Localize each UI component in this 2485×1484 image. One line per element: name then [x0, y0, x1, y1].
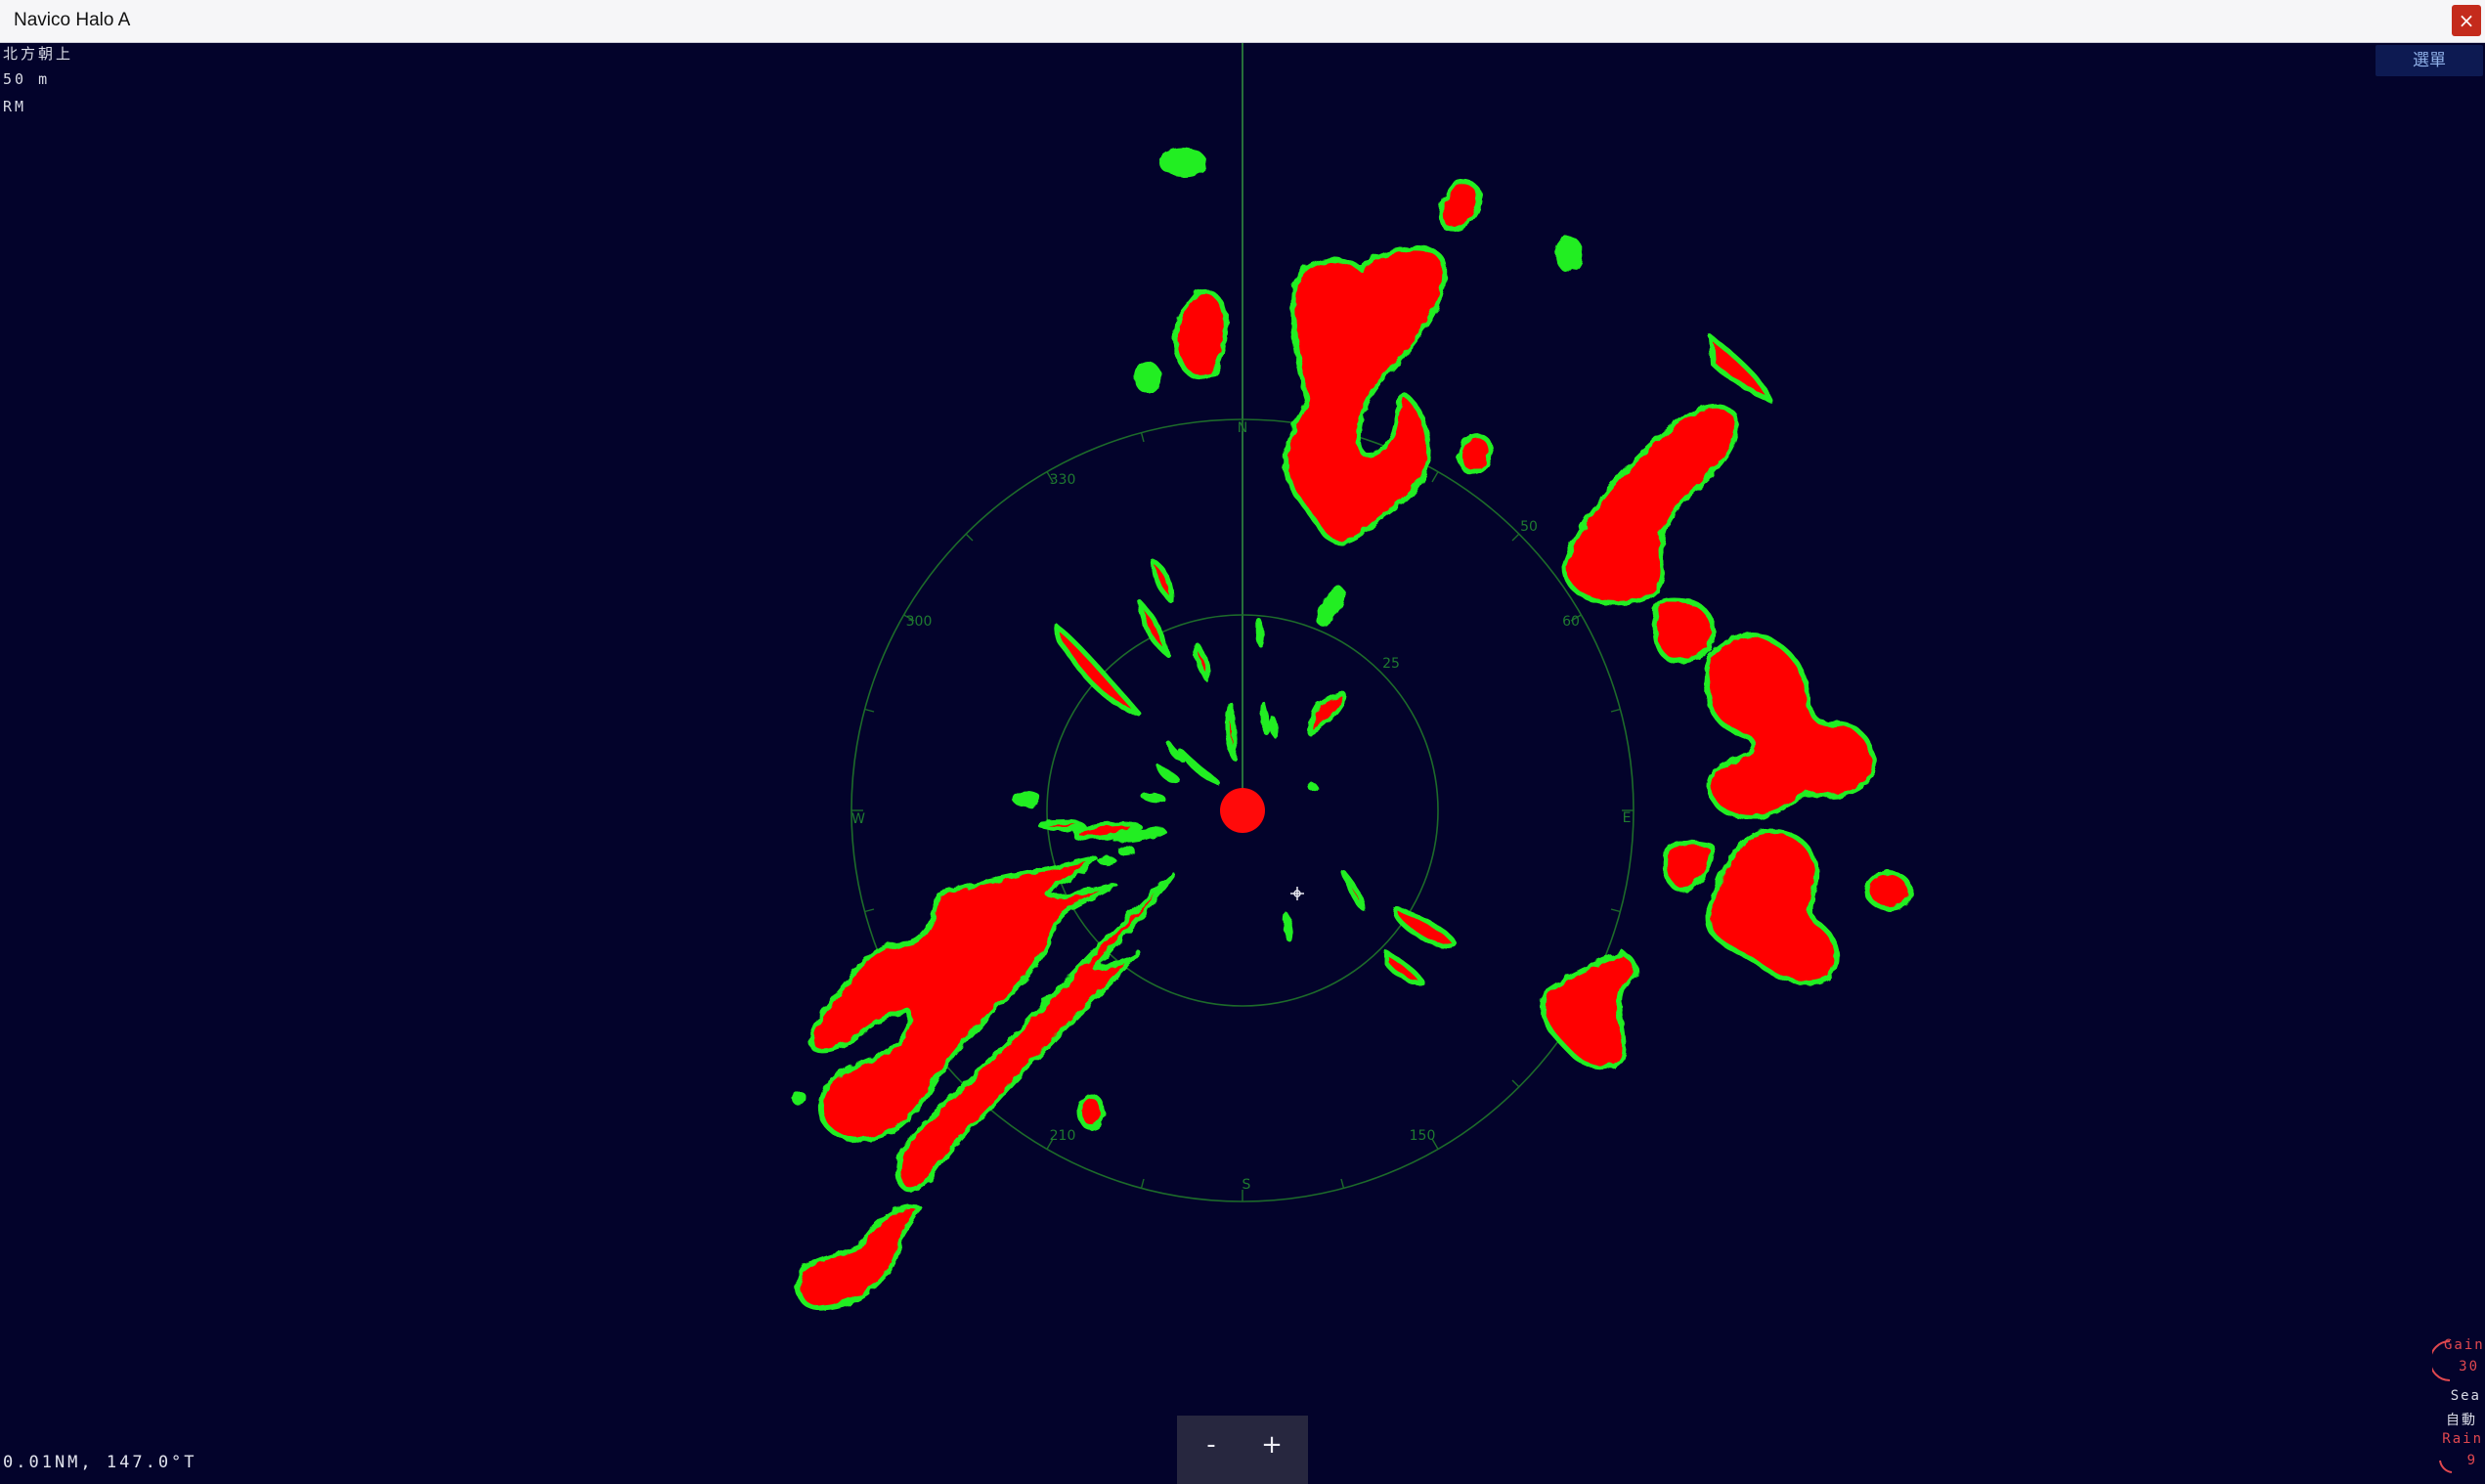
radar-echoes: [791, 148, 1913, 1311]
rain-label[interactable]: Rain: [2442, 1431, 2483, 1447]
gain-label[interactable]: Gain: [2444, 1337, 2485, 1353]
range-label[interactable]: 50 m: [3, 70, 51, 88]
bearing-label-s: S: [1242, 1177, 1251, 1193]
range-ring-inner: [1046, 614, 1439, 1007]
sea-value[interactable]: 自動: [2446, 1413, 2477, 1428]
bearing-label-330: 330: [1050, 472, 1076, 488]
orientation-label[interactable]: 北方朝上: [3, 45, 74, 63]
gain-dial-icon[interactable]: [2432, 1339, 2452, 1382]
window-titlebar[interactable]: Navico Halo A ×: [0, 0, 2485, 43]
close-button[interactable]: ×: [2452, 5, 2481, 36]
rain-dial-icon[interactable]: [2438, 1459, 2454, 1474]
window-title: Navico Halo A: [14, 10, 131, 30]
bearing-label-n: N: [1238, 420, 1247, 436]
gain-value[interactable]: 30: [2459, 1359, 2479, 1375]
radar-display[interactable]: N S E W 330 300 210 150 60 50 25: [0, 43, 2485, 1484]
menu-button[interactable]: 選單: [2376, 45, 2483, 76]
zoom-out-button[interactable]: -: [1206, 1430, 1216, 1460]
rain-value[interactable]: 9: [2466, 1453, 2477, 1468]
bearing-label-50: 50: [1520, 519, 1538, 535]
close-icon: ×: [2458, 9, 2475, 32]
cursor-position-readout: 0.01NM, 147.0°T: [3, 1453, 197, 1472]
crosshair-icon[interactable]: [1290, 887, 1304, 900]
bearing-label-w: W: [851, 811, 865, 827]
bearing-label-25: 25: [1382, 656, 1400, 672]
bearing-label-210: 210: [1050, 1128, 1076, 1144]
sea-label[interactable]: Sea: [2450, 1388, 2481, 1404]
bearing-label-150: 150: [1410, 1128, 1436, 1144]
bearing-label-e: E: [1623, 810, 1632, 826]
zoom-in-button[interactable]: +: [1261, 1430, 1283, 1460]
bearing-label-300: 300: [906, 614, 933, 630]
bearing-label-60: 60: [1562, 614, 1580, 630]
zoom-control-bar: - +: [1177, 1416, 1308, 1484]
own-ship-marker: [1220, 788, 1265, 833]
motion-mode-label[interactable]: RM: [3, 98, 27, 115]
